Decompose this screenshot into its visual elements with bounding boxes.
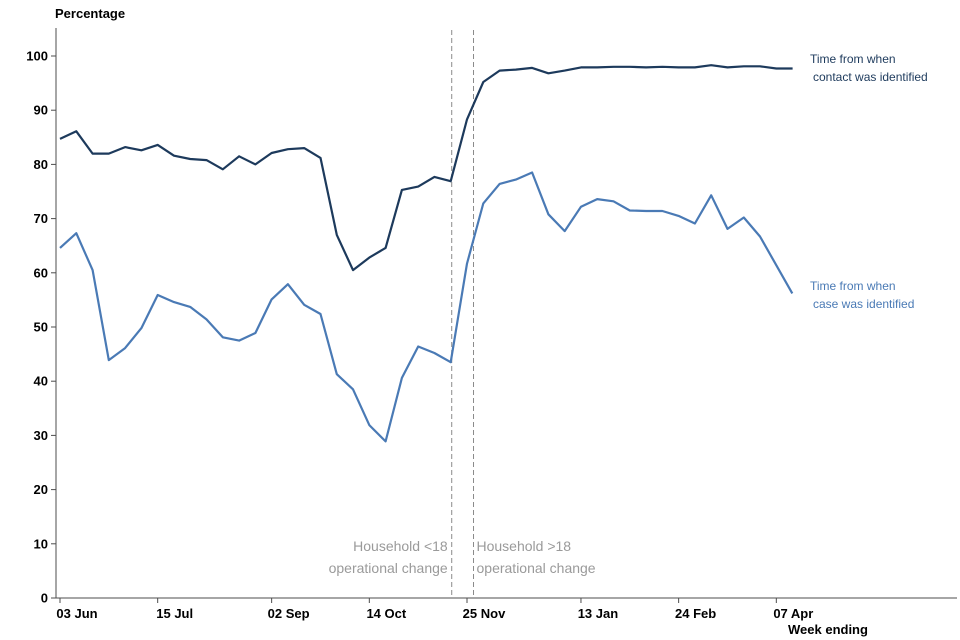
- annotation-text: Household <18: [353, 538, 448, 554]
- y-tick-label: 0: [41, 591, 48, 606]
- annotation-text: Household >18: [477, 538, 572, 554]
- series-line: [59, 64, 793, 272]
- y-axis-title: Percentage: [55, 6, 125, 21]
- x-tick-label: 13 Jan: [578, 606, 619, 621]
- annotation-text: operational change: [329, 560, 448, 576]
- x-tick-label: 25 Nov: [463, 606, 506, 621]
- y-tick-label: 40: [34, 374, 48, 389]
- y-tick-label: 30: [34, 428, 48, 443]
- x-tick-label: 14 Oct: [366, 606, 406, 621]
- y-tick-label: 90: [34, 103, 48, 118]
- annotations: Household <18 operational change Household…: [329, 30, 596, 598]
- y-tick-label: 50: [34, 320, 48, 335]
- y-tick-label: 80: [34, 157, 48, 172]
- y-tick-label: 20: [34, 482, 48, 497]
- series-label: Time from when: [810, 52, 896, 66]
- annotation-text: operational change: [477, 560, 596, 576]
- y-tick-label: 100: [26, 49, 48, 64]
- series-label: case was identified: [813, 297, 914, 311]
- x-tick-label: 02 Sep: [268, 606, 310, 621]
- series-label: Time from when: [810, 279, 896, 293]
- series-line: [59, 171, 794, 443]
- x-tick-label: 03 Jun: [56, 606, 97, 621]
- x-tick-label: 24 Feb: [675, 606, 716, 621]
- x-tick-label: 15 Jul: [156, 606, 193, 621]
- y-tick-label: 10: [34, 536, 48, 551]
- y-tick-label: 60: [34, 265, 48, 280]
- x-tick-label: 07 Apr: [773, 606, 813, 621]
- series-label: contact was identified: [813, 70, 928, 84]
- series-labels: Time from when contact was identified Time…: [810, 52, 928, 311]
- series-lines: [59, 64, 794, 443]
- y-tick-label: 70: [34, 211, 48, 226]
- axes: 0 10 20 30 40 50 60 70 80 90 100 03 Jun 15 Jul 02 Sep…: [26, 28, 957, 621]
- x-axis-title: Week ending: [788, 622, 868, 637]
